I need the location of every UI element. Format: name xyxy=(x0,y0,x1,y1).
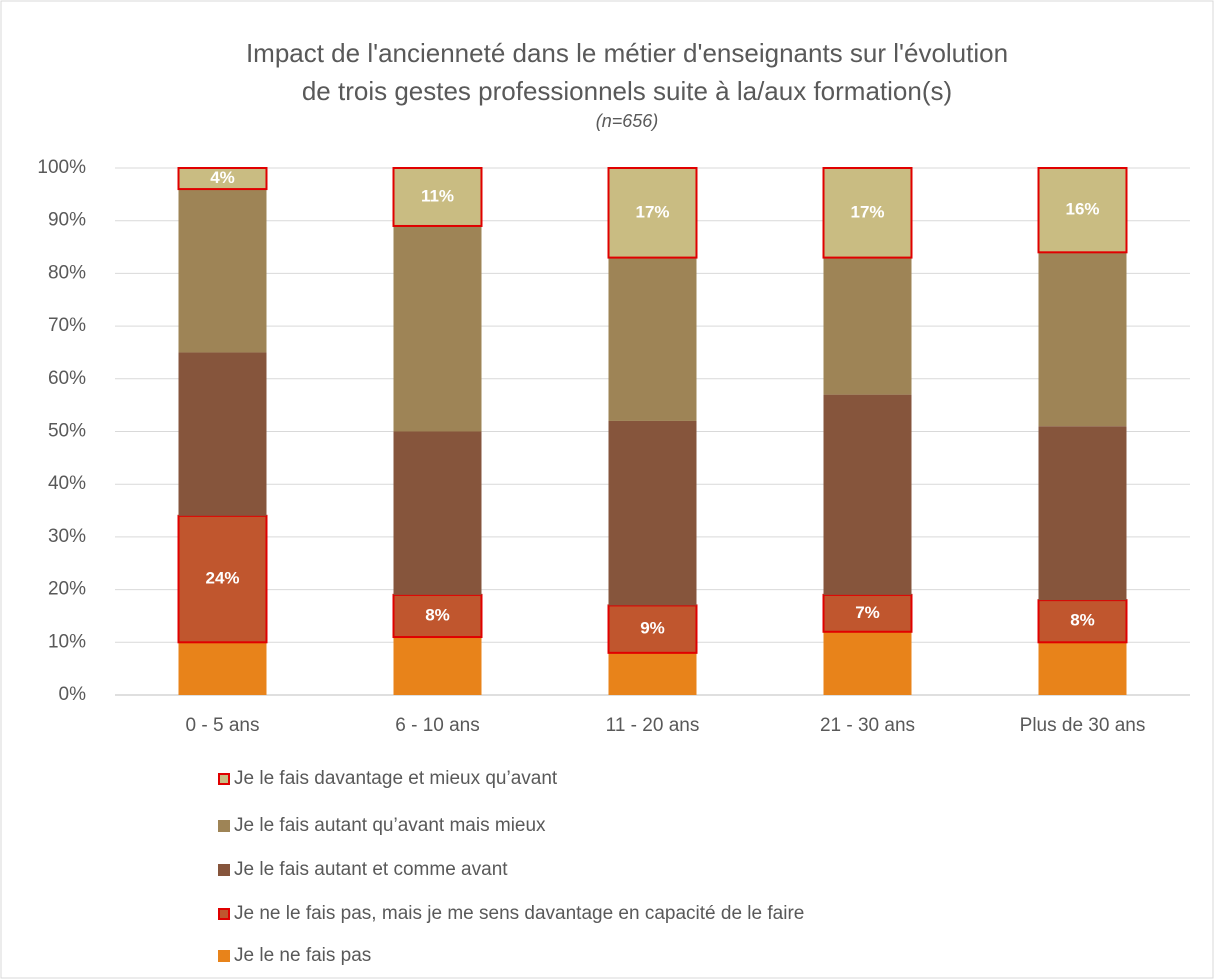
y-tick-label: 90% xyxy=(48,210,86,231)
chart-title: Impact de l'ancienneté dans le métier d'… xyxy=(246,38,1008,68)
bar-segment xyxy=(1038,642,1127,695)
legend-swatch xyxy=(218,950,230,962)
x-tick-label: 6 - 10 ans xyxy=(395,715,480,736)
bar-segment xyxy=(393,637,482,695)
y-tick-label: 100% xyxy=(37,157,86,178)
data-label: 11% xyxy=(421,186,454,205)
legend-swatch xyxy=(218,908,230,920)
y-tick-label: 80% xyxy=(48,262,86,283)
bar-segment xyxy=(607,604,698,654)
bar-segment xyxy=(393,431,482,595)
bar-segment xyxy=(1038,426,1127,601)
x-tick-label: 0 - 5 ans xyxy=(186,715,260,736)
legend-label: Je le ne fais pas xyxy=(234,945,371,966)
data-label: 9% xyxy=(640,619,665,638)
legend-label: Je le fais autant qu’avant mais mieux xyxy=(234,815,546,836)
bar-segment xyxy=(393,225,482,432)
y-tick-label: 0% xyxy=(59,684,87,705)
bar-segment xyxy=(607,167,698,259)
data-label: 8% xyxy=(1070,611,1095,630)
bar-segment xyxy=(392,167,483,227)
bar-segment xyxy=(823,631,912,695)
chart-title: de trois gestes professionnels suite à l… xyxy=(302,76,952,106)
data-label: 7% xyxy=(855,603,880,622)
bar-segment xyxy=(608,652,697,695)
data-label: 17% xyxy=(850,202,884,221)
data-label: 17% xyxy=(635,202,669,221)
y-tick-label: 50% xyxy=(48,421,86,442)
y-tick-label: 70% xyxy=(48,315,86,336)
data-label: 8% xyxy=(425,605,450,624)
x-tick-label: 11 - 20 ans xyxy=(606,715,700,736)
bar-segment xyxy=(178,352,267,516)
legend-swatch xyxy=(218,864,230,876)
legend-label: Je le fais davantage et mieux qu’avant xyxy=(234,768,558,789)
bar-segment xyxy=(178,642,267,695)
y-tick-label: 40% xyxy=(48,473,86,494)
bar-segment xyxy=(1037,599,1128,644)
x-tick-label: 21 - 30 ans xyxy=(820,715,915,736)
bar-segment xyxy=(177,514,268,644)
legend-label: Je le fais autant et comme avant xyxy=(234,859,508,880)
legend-label: Je ne le fais pas, mais je me sens davan… xyxy=(234,903,804,924)
bar-segment xyxy=(177,167,268,191)
bar-segment xyxy=(1037,167,1128,254)
data-label: 16% xyxy=(1065,200,1099,219)
data-label: 24% xyxy=(205,569,239,588)
data-label: 4% xyxy=(210,168,235,187)
bar-segment xyxy=(1038,252,1127,427)
chart-subtitle: (n=656) xyxy=(596,111,659,131)
bar-segment xyxy=(608,420,697,606)
bar-segment xyxy=(178,189,267,353)
bar-segment xyxy=(822,593,913,633)
y-tick-label: 60% xyxy=(48,368,86,389)
bar-segment xyxy=(823,394,912,595)
y-tick-label: 20% xyxy=(48,579,86,600)
y-tick-label: 10% xyxy=(48,631,86,652)
x-tick-label: Plus de 30 ans xyxy=(1020,715,1146,736)
bar-segment xyxy=(822,167,913,259)
bar-segment xyxy=(823,257,912,395)
legend-swatch xyxy=(218,820,230,832)
bar-segment xyxy=(608,257,697,421)
bar-segment xyxy=(392,593,483,639)
y-tick-label: 30% xyxy=(48,526,86,547)
legend-swatch xyxy=(218,773,230,785)
